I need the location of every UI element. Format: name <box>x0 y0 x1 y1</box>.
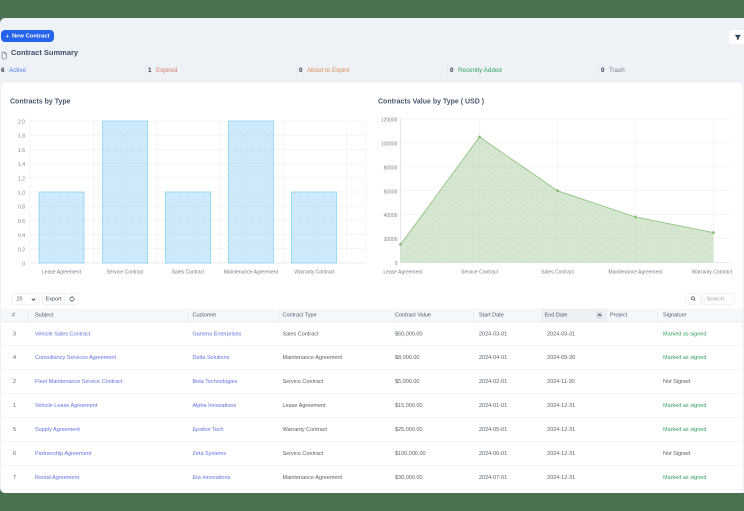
svg-text:Maintenance Agreement: Maintenance Agreement <box>224 270 279 276</box>
svg-text:1.8: 1.8 <box>18 134 25 140</box>
svg-text:1.4: 1.4 <box>18 162 25 168</box>
svg-text:1.0: 1.0 <box>18 191 25 197</box>
svg-text:100000: 100000 <box>381 141 398 147</box>
svg-text:20000: 20000 <box>384 237 398 243</box>
svg-text:120000: 120000 <box>381 118 398 124</box>
svg-text:0: 0 <box>395 261 398 267</box>
svg-text:0.4: 0.4 <box>18 233 25 239</box>
svg-text:Sales Contract: Sales Contract <box>172 270 205 276</box>
svg-text:0: 0 <box>22 262 25 268</box>
svg-text:1.2: 1.2 <box>18 176 25 182</box>
svg-text:Sales Contract: Sales Contract <box>541 270 574 276</box>
svg-text:Lease Agreement: Lease Agreement <box>42 270 82 276</box>
svg-text:2.0: 2.0 <box>18 120 25 126</box>
svg-text:Lease Agreement: Lease Agreement <box>383 270 423 276</box>
svg-text:Service Contract: Service Contract <box>461 270 499 276</box>
svg-text:0.2: 0.2 <box>18 247 25 253</box>
svg-text:Contracts Value by Type ( USD: Contracts Value by Type ( USD ) <box>378 99 484 106</box>
svg-text:60000: 60000 <box>384 189 398 195</box>
svg-text:Warranty Contract: Warranty Contract <box>294 270 335 276</box>
svg-text:0.6: 0.6 <box>18 219 25 225</box>
svg-text:Service Contract: Service Contract <box>107 270 145 276</box>
svg-text:80000: 80000 <box>384 165 398 171</box>
svg-text:Warranty Contract: Warranty Contract <box>692 270 733 276</box>
svg-text:40000: 40000 <box>384 213 398 219</box>
svg-text:Contracts by Type: Contracts by Type <box>10 99 71 106</box>
svg-text:1.6: 1.6 <box>18 148 25 154</box>
svg-text:0.8: 0.8 <box>18 205 25 211</box>
svg-text:Maintenance Agreement: Maintenance Agreement <box>608 270 663 276</box>
